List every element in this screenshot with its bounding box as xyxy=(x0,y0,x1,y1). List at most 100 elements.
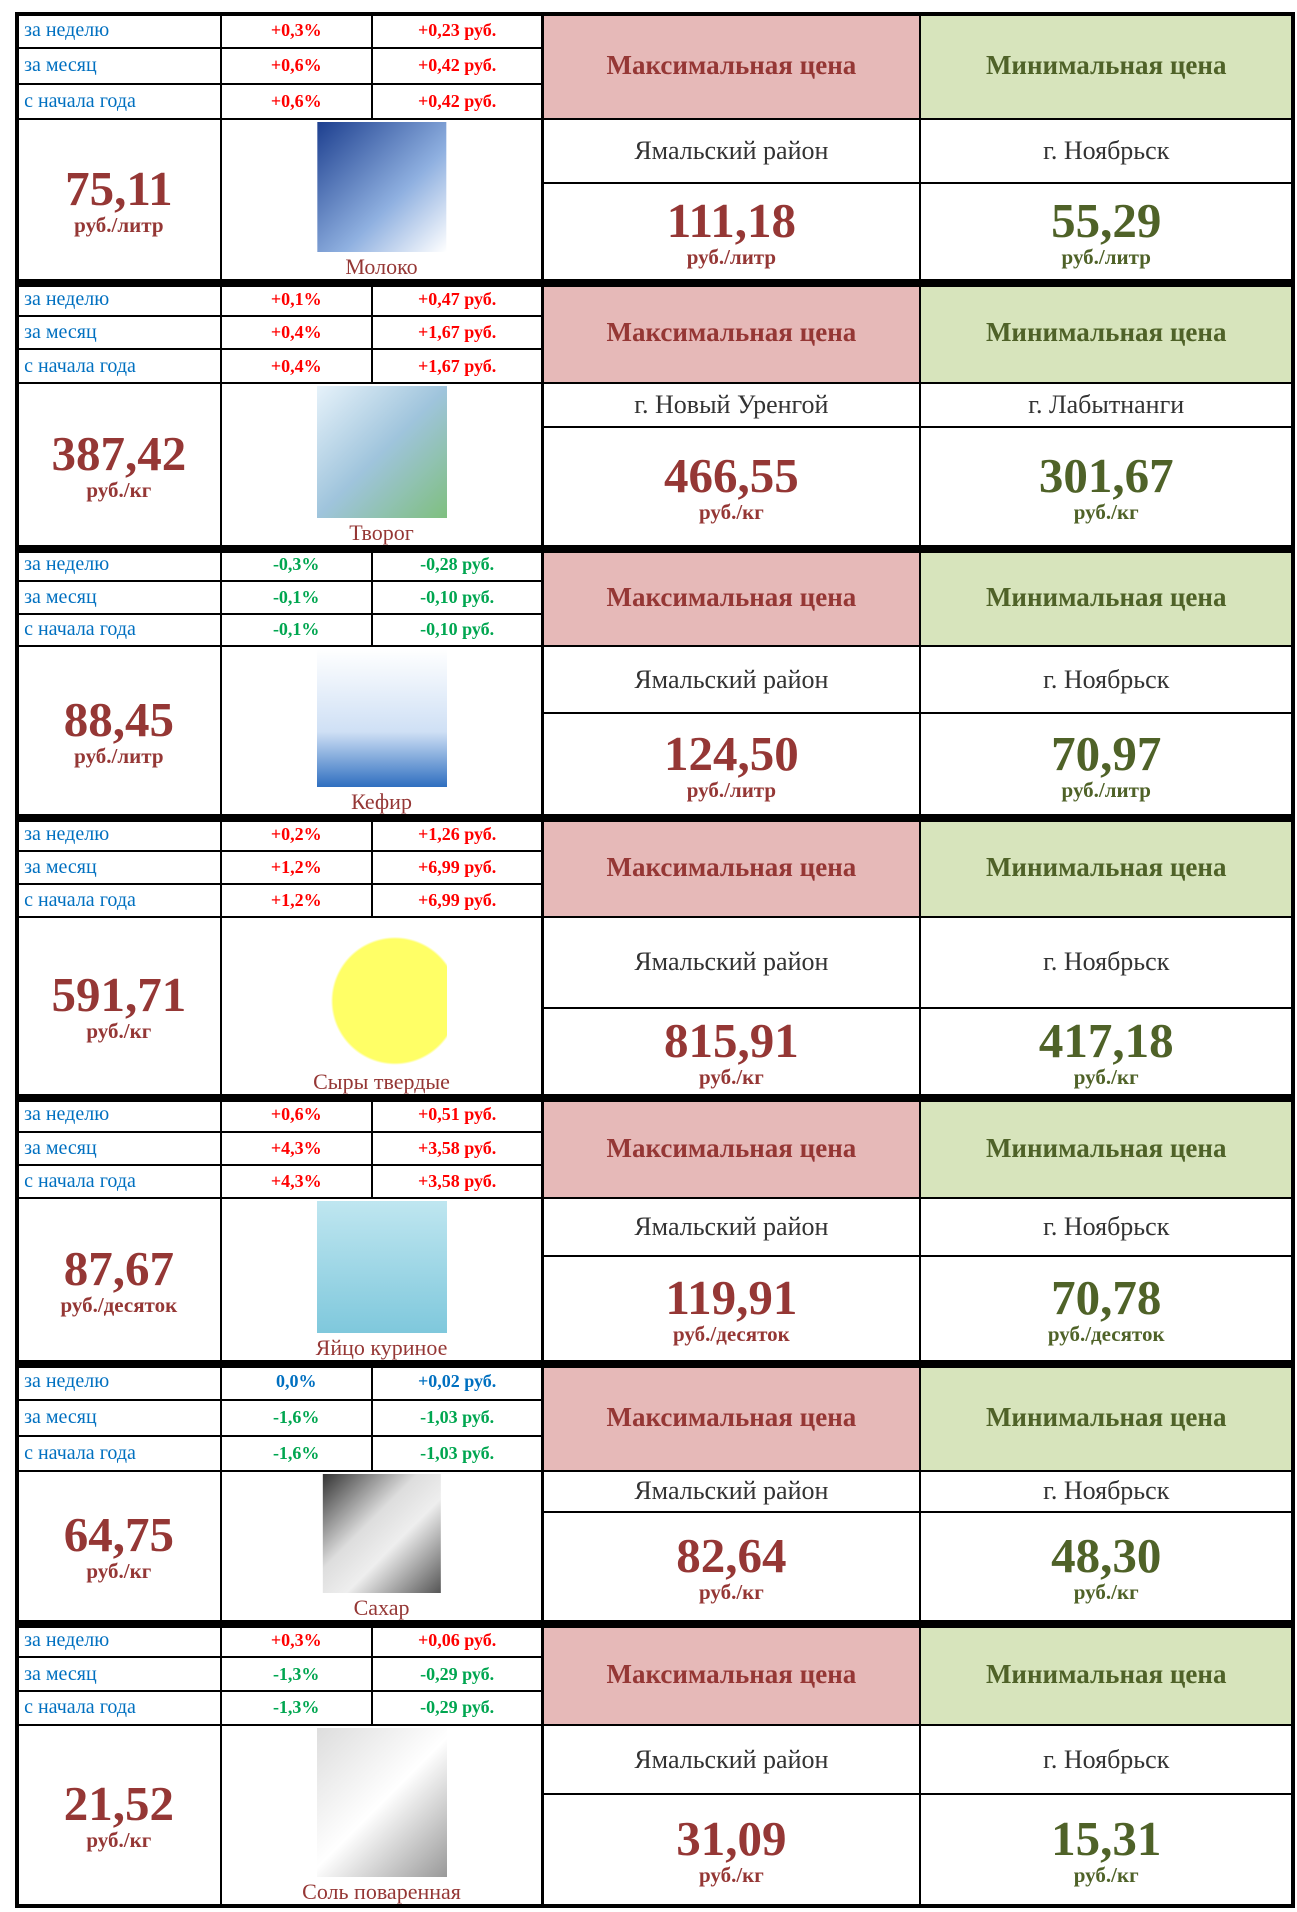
period-cell: с начала года xyxy=(17,613,221,647)
product-image xyxy=(316,385,447,518)
rub-cell: -0,28 руб. xyxy=(371,548,543,582)
max-header: Максимальная цена xyxy=(542,548,921,647)
max-header: Максимальная цена xyxy=(542,12,921,120)
rub-cell: +0,02 руб. xyxy=(371,1364,543,1400)
period: за месяц xyxy=(24,1136,97,1159)
period-cell: за месяц xyxy=(17,1657,221,1692)
rub-change: -1,03 руб. xyxy=(420,1442,495,1463)
min-header-text: Минимальная цена xyxy=(985,50,1227,81)
max-header-text: Максимальная цена xyxy=(606,50,857,81)
max-price-cell: 31,09 руб./кг xyxy=(542,1794,921,1908)
min-unit: руб./кг xyxy=(1073,499,1139,524)
avg-price-cell: 87,67 руб./десяток xyxy=(17,1198,221,1365)
min-unit: руб./литр xyxy=(1061,777,1151,802)
rub-change: +1,26 руб. xyxy=(417,823,497,844)
period: с начала года xyxy=(24,618,136,641)
max-header-text: Максимальная цена xyxy=(606,1402,857,1433)
max-region: Ямальский район xyxy=(634,1211,829,1241)
min-header: Минимальная цена xyxy=(920,1364,1293,1472)
period-cell: за месяц xyxy=(17,850,221,884)
product-cell: Творог xyxy=(220,382,543,549)
avg-price-cell: 64,75 руб./кг xyxy=(17,1471,221,1624)
min-header: Минимальная цена xyxy=(920,282,1293,383)
min-region: г. Лабытнанги xyxy=(1028,389,1185,419)
percent-cell: -0,1% xyxy=(220,613,372,647)
avg-price: 88,45 xyxy=(63,691,174,747)
rub-change: +0,42 руб. xyxy=(417,91,497,112)
min-unit: руб./литр xyxy=(1061,244,1151,269)
percent-cell: +0,2% xyxy=(220,817,372,851)
avg-unit: руб./литр xyxy=(74,743,164,768)
max-price-cell: 466,55 руб./кг xyxy=(542,426,921,549)
rub-cell: -1,03 руб. xyxy=(371,1435,543,1472)
period: за месяц xyxy=(24,585,97,608)
max-region: Ямальский район xyxy=(634,1744,829,1774)
avg-price-cell: 591,71 руб./кг xyxy=(17,916,221,1099)
percent: +0,6% xyxy=(270,91,322,112)
max-price: 119,91 xyxy=(665,1269,798,1325)
percent-cell: +1,2% xyxy=(220,850,372,884)
max-region-cell: Ямальский район xyxy=(542,1198,921,1256)
max-region-cell: Ямальский район xyxy=(542,119,921,183)
product-name: Молоко xyxy=(345,253,418,279)
max-price-cell: 82,64 руб./кг xyxy=(542,1511,921,1624)
rub-cell: +0,47 руб. xyxy=(371,282,543,317)
min-price: 15,31 xyxy=(1051,1811,1162,1867)
percent: -0,3% xyxy=(272,554,320,575)
max-header-text: Максимальная цена xyxy=(606,851,857,882)
rub-change: +0,42 руб. xyxy=(417,55,497,76)
min-region-cell: г. Ноябрьск xyxy=(920,119,1293,183)
min-price-cell: 15,31 руб./кг xyxy=(920,1794,1293,1908)
rub-cell: +0,42 руб. xyxy=(371,47,543,84)
rub-change: +3,58 руб. xyxy=(417,1137,497,1158)
max-price: 124,50 xyxy=(664,725,799,781)
percent: +0,6% xyxy=(270,55,322,76)
percent: -1,6% xyxy=(272,1407,320,1428)
max-unit: руб./десяток xyxy=(673,1321,790,1346)
rub-change: +0,51 руб. xyxy=(417,1104,497,1125)
percent-cell: -0,1% xyxy=(220,581,372,614)
period-cell: за неделю xyxy=(17,548,221,582)
percent: +0,3% xyxy=(270,1630,322,1651)
avg-price-cell: 75,11 руб./литр xyxy=(17,119,221,283)
max-price-cell: 119,91 руб./десяток xyxy=(542,1255,921,1365)
max-header-text: Максимальная цена xyxy=(606,1658,857,1689)
max-header-text: Максимальная цена xyxy=(606,581,857,612)
avg-price-cell: 21,52 руб./кг xyxy=(17,1724,221,1908)
period: с начала года xyxy=(24,1696,136,1719)
rub-cell: +0,06 руб. xyxy=(371,1623,543,1658)
period-cell: за неделю xyxy=(17,12,221,48)
product-name: Яйцо куриное xyxy=(315,1335,448,1361)
max-unit: руб./литр xyxy=(686,777,777,802)
min-unit: руб./кг xyxy=(1073,1579,1139,1604)
rub-cell: +0,23 руб. xyxy=(371,12,543,48)
max-region-cell: Ямальский район xyxy=(542,916,921,1009)
percent: +4,3% xyxy=(270,1171,322,1192)
max-header: Максимальная цена xyxy=(542,1364,921,1472)
max-price-cell: 124,50 руб./литр xyxy=(542,713,921,818)
rub-cell: +1,67 руб. xyxy=(371,316,543,350)
period-cell: за неделю xyxy=(17,1364,221,1400)
rub-change: +0,47 руб. xyxy=(417,288,497,309)
avg-price-cell: 88,45 руб./литр xyxy=(17,646,221,818)
period-cell: с начала года xyxy=(17,883,221,917)
min-region: г. Ноябрьск xyxy=(1043,1744,1170,1774)
percent: +0,2% xyxy=(270,823,322,844)
min-header: Минимальная цена xyxy=(920,1623,1293,1725)
avg-unit: руб./литр xyxy=(74,213,164,238)
min-header: Минимальная цена xyxy=(920,548,1293,647)
min-price-cell: 70,78 руб./десяток xyxy=(920,1255,1293,1365)
column-separator xyxy=(541,1098,545,1365)
product-cell: Кефир xyxy=(220,646,543,818)
min-header-text: Минимальная цена xyxy=(985,851,1227,882)
period-cell: за месяц xyxy=(17,47,221,84)
avg-unit: руб./кг xyxy=(86,477,152,502)
column-separator xyxy=(541,12,545,283)
min-header-text: Минимальная цена xyxy=(985,317,1227,348)
avg-unit: руб./десяток xyxy=(60,1293,178,1318)
percent-cell: +0,1% xyxy=(220,282,372,317)
max-region: Ямальский район xyxy=(634,1476,829,1506)
period: за месяц xyxy=(24,1662,97,1685)
max-price-cell: 111,18 руб./литр xyxy=(542,182,921,283)
rub-cell: -0,10 руб. xyxy=(371,581,543,614)
